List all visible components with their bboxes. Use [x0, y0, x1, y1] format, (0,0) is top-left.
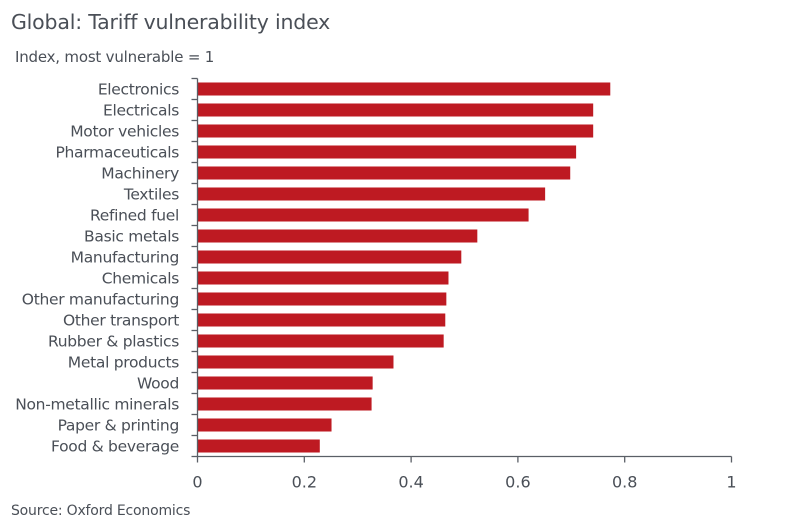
bars-group	[197, 82, 611, 453]
category-label: Motor vehicles	[70, 123, 179, 141]
bar	[197, 82, 611, 96]
y-axis: Electronics Electricals Motor vehicles Phar…	[15, 77, 199, 458]
bar	[197, 418, 332, 432]
bar	[197, 376, 373, 390]
bar	[197, 355, 394, 369]
category-label: Wood	[137, 375, 179, 393]
category-label: Metal products	[68, 354, 179, 372]
bar	[197, 271, 449, 285]
category-label: Paper & printing	[58, 417, 179, 435]
x-tick-label: 0.8	[612, 473, 637, 492]
bar	[197, 187, 546, 201]
category-label: Other transport	[63, 312, 179, 330]
bar	[197, 439, 320, 453]
x-axis: 0 0.2 0.4 0.6 0.8 1	[192, 455, 737, 492]
bar	[197, 103, 594, 117]
category-label: Machinery	[101, 165, 179, 183]
chart-subtitle: Index, most vulnerable = 1	[15, 48, 215, 66]
source-note: Source: Oxford Economics	[11, 503, 191, 519]
bar	[197, 124, 594, 138]
category-label: Refined fuel	[90, 207, 179, 225]
x-tick-label: 0	[192, 473, 202, 492]
category-label: Non-metallic minerals	[15, 396, 179, 414]
bar	[197, 250, 462, 264]
chart-title: Global: Tariff vulnerability index	[11, 10, 331, 34]
x-tick-label: 0.4	[398, 473, 423, 492]
category-label: Textiles	[123, 186, 179, 204]
bar	[197, 229, 478, 243]
category-label: Rubber & plastics	[48, 333, 179, 351]
bar	[197, 313, 446, 327]
bar	[197, 334, 444, 348]
category-label: Electricals	[103, 102, 179, 120]
category-label: Electronics	[98, 81, 179, 99]
bar	[197, 292, 447, 306]
x-tick-label: 1	[726, 473, 736, 492]
category-label: Chemicals	[102, 270, 180, 288]
category-label: Manufacturing	[71, 249, 179, 267]
bar	[197, 208, 529, 222]
bar	[197, 166, 571, 180]
x-tick-label: 0.2	[292, 473, 317, 492]
bar	[197, 397, 372, 411]
category-label: Food & beverage	[51, 438, 179, 456]
category-label: Pharmaceuticals	[55, 144, 179, 162]
category-label: Basic metals	[84, 228, 179, 246]
x-tick-label: 0.6	[505, 473, 530, 492]
bar	[197, 145, 577, 159]
category-label: Other manufacturing	[22, 291, 179, 309]
